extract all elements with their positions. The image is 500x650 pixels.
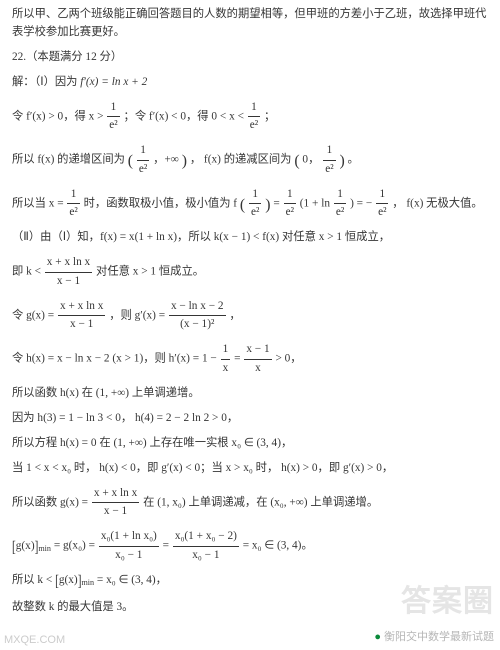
part1-line3: 所以 f(x) 的递增区间为 ( 1e² ，+∞ ) ， f(x) 的递减区间为… — [12, 142, 488, 178]
text: 令 h(x) = x − ln x − 2 (x > 1)，则 h′(x) = … — [12, 353, 220, 365]
lparen-icon: ( — [128, 153, 133, 170]
frac-1-over-e2: 1e² — [323, 142, 335, 178]
lparen-icon: ( — [240, 196, 245, 213]
lparen-icon: ( — [294, 153, 299, 170]
text: ，+∞ — [153, 154, 179, 166]
text: = g(x₀) = — [54, 540, 98, 552]
text: 令 f′(x) > 0，得 x > — [12, 110, 106, 122]
text: 时，函数取极小值，极小值为 f — [84, 197, 237, 209]
text: ， f(x) 无极大值。 — [392, 197, 482, 209]
text: 对任意 x > 1 恒成立。 — [96, 266, 204, 278]
frac-gx0: x₀(1 + ln x₀)x₀ − 1 — [99, 528, 159, 564]
frac-gx0b: x₀(1 + x₀ − 2)x₀ − 1 — [173, 528, 239, 564]
intro-text: 所以甲、乙两个班级能正确回答题目的人数的期望相等，但甲班的方差小于乙班，故选择甲… — [12, 6, 488, 41]
rparen-icon: ) — [265, 196, 270, 213]
text: = — [273, 197, 282, 209]
part2-line10: [g(x)]min = g(x₀) = x₀(1 + ln x₀)x₀ − 1 … — [12, 528, 488, 564]
part1-line2: 令 f′(x) > 0，得 x > 1e² ；令 f′(x) < 0，得 0 <… — [12, 99, 488, 135]
frac-1-over-e2: 1e² — [376, 186, 388, 222]
text: ， — [229, 309, 240, 321]
frac-1-over-e2: 1e² — [137, 142, 149, 178]
watermark-site: MXQE.COM — [4, 634, 65, 646]
part2-line5: 所以函数 h(x) 在 (1, +∞) 上单调递增。 — [12, 385, 488, 403]
math: f′(x) = ln x + 2 — [80, 76, 147, 88]
frac-1-over-e2: 1e² — [67, 186, 79, 222]
q22-title: 22.（本题满分 12 分） — [12, 49, 488, 67]
frac-1-over-e2: 1e² — [248, 99, 260, 135]
text: [g(x)]min — [12, 540, 51, 552]
part2-line1: （Ⅱ）由（Ⅰ）知，f(x) = x(1 + ln x)，所以 k(x − 1) … — [12, 229, 488, 247]
rparen-icon: ) — [339, 153, 344, 170]
wechat-icon: ● — [374, 631, 381, 643]
text: ；令 f′(x) < 0，得 0 < x < — [124, 110, 247, 122]
text: 在 (1, x₀) 上单调递减，在 (x₀, +∞) 上单调递增。 — [143, 496, 378, 508]
frac-g: x + x ln xx − 1 — [45, 254, 92, 290]
part2-line2: 即 k < x + x ln xx − 1 对任意 x > 1 恒成立。 — [12, 254, 488, 290]
part1-line4: 所以当 x = 1e² 时，函数取极小值，极小值为 f ( 1e² ) = 1e… — [12, 186, 488, 222]
part2-line8: 当 1 < x < x₀ 时， h(x) < 0，即 g′(x) < 0；当 x… — [12, 460, 488, 478]
text: 所以 f(x) 的递增区间为 — [12, 154, 125, 166]
frac-1-over-e2: 1e² — [284, 186, 296, 222]
text: 所以函数 g(x) = — [12, 496, 91, 508]
text: ) = − — [350, 197, 375, 209]
text: = x₀ ∈ (3, 4)。 — [243, 540, 313, 552]
part2-line4: 令 h(x) = x − ln x − 2 (x > 1)，则 h′(x) = … — [12, 341, 488, 377]
frac-gprime: x − ln x − 2(x − 1)² — [169, 298, 226, 334]
part2-line3: 令 g(x) = x + x ln xx − 1 ，则 g′(x) = x − … — [12, 298, 488, 334]
text: = — [163, 540, 172, 552]
watermark-text: 答案圈 — [401, 576, 494, 620]
watermark-source: ●衡阳交中数学最新试题 — [374, 628, 494, 644]
frac-1-over-e2: 1e² — [249, 186, 261, 222]
source-text: 衡阳交中数学最新试题 — [384, 631, 494, 643]
text: > 0， — [275, 353, 301, 365]
text: = — [234, 353, 243, 365]
frac-xm1-over-x: x − 1x — [244, 341, 271, 377]
rparen-icon: ) — [182, 153, 187, 170]
text: 令 g(x) = — [12, 309, 57, 321]
text: 0， — [302, 154, 319, 166]
text: 即 k < — [12, 266, 44, 278]
part2-line7: 所以方程 h(x) = 0 在 (1, +∞) 上存在唯一实根 x₀ ∈ (3,… — [12, 435, 488, 453]
frac-g: x + x ln xx − 1 — [58, 298, 105, 334]
text: (1 + ln — [300, 197, 330, 209]
text: 。 — [348, 154, 359, 166]
part2-line9: 所以函数 g(x) = x + x ln xx − 1 在 (1, x₀) 上单… — [12, 485, 488, 521]
text: 所以当 x = — [12, 197, 66, 209]
part2-line6: 因为 h(3) = 1 − ln 3 < 0， h(4) = 2 − 2 ln … — [12, 410, 488, 428]
frac-1-over-e2: 1e² — [334, 186, 346, 222]
frac-g: x + x ln xx − 1 — [92, 485, 139, 521]
text: ，则 g′(x) = — [109, 309, 168, 321]
frac-1-over-x: 1x — [221, 341, 231, 377]
text: ， f(x) 的递减区间为 — [190, 154, 292, 166]
part1-line1: 解：（Ⅰ）因为 f′(x) = ln x + 2 — [12, 74, 488, 92]
text: ； — [264, 110, 275, 122]
text: 解：（Ⅰ）因为 — [12, 76, 80, 88]
frac-1-over-e2: 1e² — [107, 99, 119, 135]
